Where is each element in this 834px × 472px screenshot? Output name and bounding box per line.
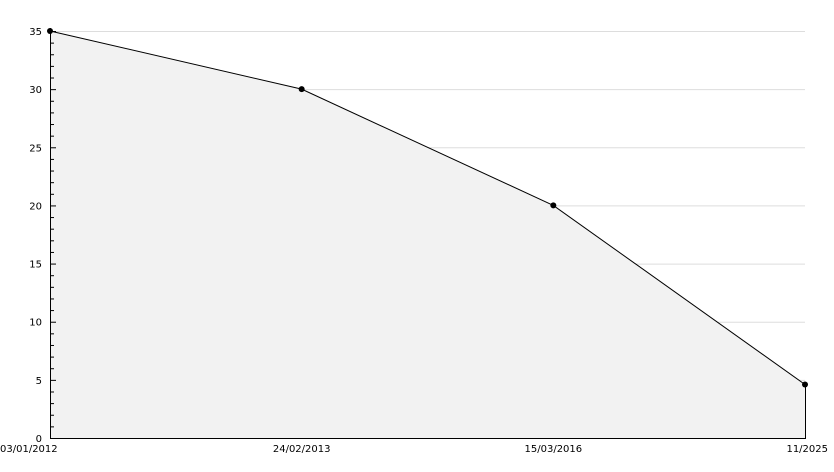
y-tick-label: 10 (29, 318, 42, 329)
data-point (298, 86, 305, 93)
axes (50, 28, 806, 439)
x-tick-label: 11/2025 (786, 444, 828, 455)
y-tick-label: 30 (29, 85, 42, 96)
y-tick-label: 5 (36, 376, 42, 387)
x-axis-ticks: 03/01/2012 24/02/2013 15/03/2016 11/2025 (0, 444, 828, 455)
x-tick-label: 15/03/2016 (525, 444, 583, 455)
y-tick-label: 15 (29, 260, 42, 271)
x-tick-label: 24/02/2013 (273, 444, 331, 455)
y-tick-label: 25 (29, 143, 42, 154)
y-tick-label: 35 (29, 27, 42, 38)
x-tick-label: 03/01/2012 (0, 444, 58, 455)
area-fill (50, 31, 805, 438)
plot-area (49, 30, 806, 438)
data-point (550, 202, 557, 209)
series-line (49, 30, 806, 385)
data-points (47, 28, 808, 388)
data-point (802, 381, 808, 388)
y-tick-label: 20 (29, 201, 42, 212)
y-axis-ticks: 0 5 10 15 20 25 30 35 (29, 27, 56, 445)
data-point (47, 28, 53, 34)
y-tick-label: 0 (36, 434, 42, 445)
